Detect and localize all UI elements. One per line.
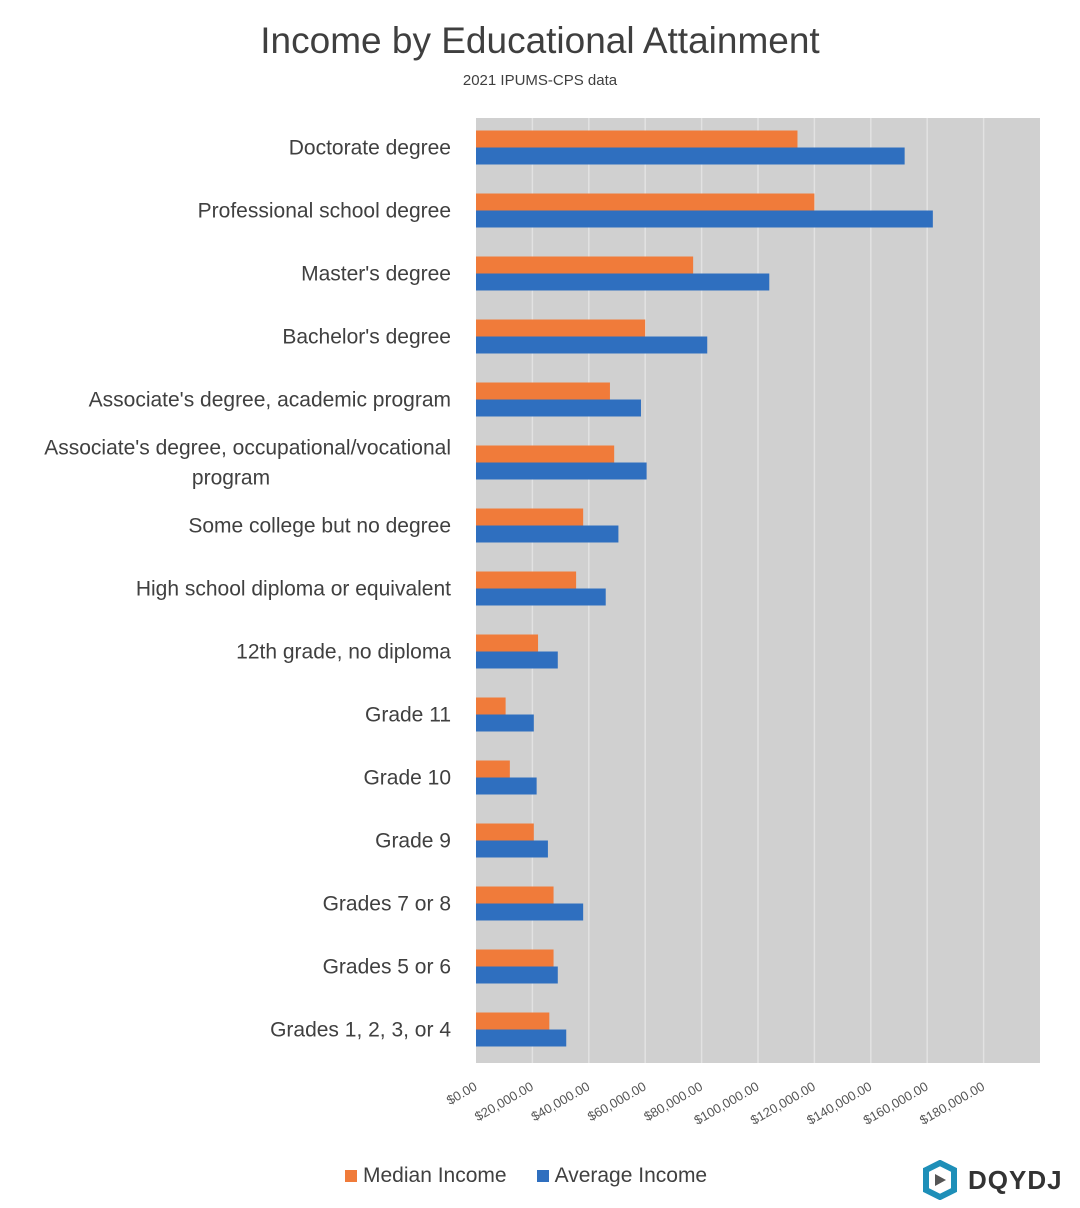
category-label: Professional school degree: [198, 200, 451, 223]
bar-average: [476, 588, 606, 606]
bar-median: [476, 1012, 550, 1030]
bar-median: [476, 445, 615, 463]
bar-median: [476, 571, 577, 589]
x-tick-label: $40,000.00: [528, 1079, 592, 1125]
legend-item-average: Average Income: [536, 1164, 708, 1188]
bar-average: [476, 966, 558, 984]
category-label: Associate's degree, occupational/vocatio…: [44, 437, 451, 460]
category-label: Doctorate degree: [289, 137, 451, 160]
category-label: Bachelor's degree: [282, 326, 451, 349]
bar-average: [476, 840, 548, 858]
legend-swatch-average: [536, 1170, 549, 1182]
x-tick-label: $60,000.00: [585, 1079, 649, 1125]
bar-median: [476, 949, 554, 967]
x-tick-label: $0.00: [444, 1079, 480, 1108]
legend-label-median: Median Income: [363, 1164, 507, 1187]
legend: Median Income Average Income: [345, 1164, 707, 1188]
bar-average: [476, 1029, 567, 1047]
bar-median: [476, 256, 694, 274]
category-label: 12th grade, no diploma: [236, 641, 451, 664]
bar-median: [476, 823, 534, 841]
category-label: Master's degree: [301, 263, 451, 286]
bar-average: [476, 462, 647, 480]
category-label: program: [192, 467, 270, 490]
bar-median: [476, 697, 506, 715]
legend-swatch-median: [345, 1170, 357, 1182]
bar-average: [476, 336, 708, 354]
category-label: Grades 7 or 8: [323, 893, 451, 916]
category-label: High school diploma or equivalent: [136, 578, 451, 601]
dqydj-logo: DQYDJ: [920, 1160, 1063, 1200]
x-tick-label: $180,000.00: [917, 1079, 987, 1128]
bar-average: [476, 525, 619, 543]
chart-title: Income by Educational Attainment: [260, 20, 820, 61]
logo-text: DQYDJ: [968, 1164, 1063, 1195]
dqydj-logo-icon: [923, 1160, 957, 1200]
bar-median: [476, 760, 510, 778]
category-label: Grade 11: [365, 704, 451, 727]
category-label: Grades 1, 2, 3, or 4: [270, 1019, 451, 1042]
bar-average: [476, 903, 584, 921]
bar-average: [476, 273, 770, 291]
category-label: Grade 9: [375, 830, 451, 853]
bar-average: [476, 210, 933, 228]
category-label: Grades 5 or 6: [323, 956, 451, 979]
chart-subtitle: 2021 IPUMS-CPS data: [462, 72, 618, 89]
category-label: Grade 10: [363, 767, 451, 790]
bar-median: [476, 508, 584, 526]
category-label: Some college but no degree: [188, 515, 451, 538]
bar-median: [476, 382, 610, 400]
bar-average: [476, 147, 905, 165]
bar-average: [476, 651, 558, 669]
legend-item-median: Median Income: [345, 1164, 507, 1188]
legend-label-average: Average Income: [554, 1164, 708, 1187]
bar-average: [476, 399, 641, 417]
category-label: Associate's degree, academic program: [89, 389, 451, 412]
bar-average: [476, 777, 537, 795]
bar-median: [476, 634, 539, 652]
x-tick-label: $20,000.00: [472, 1079, 536, 1125]
bar-median: [476, 193, 815, 211]
bar-median: [476, 130, 798, 148]
bar-median: [476, 319, 646, 337]
bar-average: [476, 714, 534, 732]
bar-median: [476, 886, 554, 904]
